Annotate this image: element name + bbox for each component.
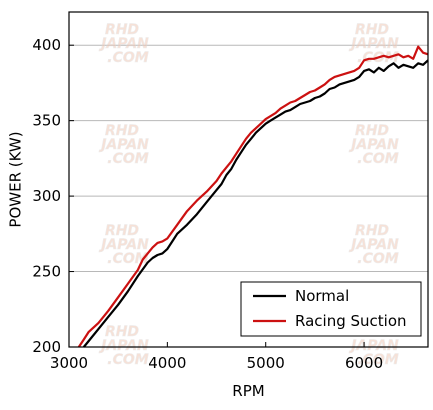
watermark-line: .COM — [357, 251, 398, 267]
series-layer — [77, 45, 429, 348]
watermark-layer: RHDJAPAN.COMRHDJAPAN.COMRHDJAPAN.COMRHDJ… — [98, 22, 399, 369]
x-tick-label-6000: 6000 — [345, 354, 383, 372]
watermark-line: RHD — [105, 223, 139, 239]
y-tick-label-200: 200 — [32, 338, 61, 356]
x-tick-label-3000: 3000 — [50, 354, 88, 372]
legend-label-normal: Normal — [295, 287, 349, 305]
watermark-line: .COM — [107, 251, 148, 267]
watermark-line: .COM — [357, 352, 398, 368]
legend-box — [240, 281, 422, 337]
x-tick-label-4000: 4000 — [148, 354, 186, 372]
series-line-1 — [77, 45, 429, 348]
watermark-line: .COM — [357, 151, 398, 167]
legend-label-racing-suction: Racing Suction — [295, 312, 407, 330]
grid-layer — [69, 44, 428, 273]
y-axis-title: POWER (KW) — [7, 131, 25, 227]
x-tick-label-5000: 5000 — [247, 354, 285, 372]
watermark-line: RHD — [355, 22, 389, 38]
legend: Normal Racing Suction — [240, 281, 422, 337]
watermark-line: JAPAN — [348, 36, 399, 52]
watermark-line: .COM — [107, 50, 148, 66]
y-tick-label-300: 300 — [32, 187, 61, 205]
watermark-line: JAPAN — [98, 237, 149, 253]
watermark-line: JAPAN — [98, 137, 149, 153]
y-tick-label-350: 350 — [32, 112, 61, 130]
watermark-line: RHD — [105, 123, 139, 139]
watermark-line: RHD — [355, 223, 389, 239]
plot-frame — [68, 11, 429, 348]
watermark-line: .COM — [107, 151, 148, 167]
watermark-line: JAPAN — [348, 338, 399, 354]
watermark-line: JAPAN — [348, 137, 399, 153]
y-tick-label-400: 400 — [32, 36, 61, 54]
watermark-line: .COM — [107, 352, 148, 368]
tick-layer: 200 250 300 350 400 3000 4000 5000 6000 — [32, 36, 383, 372]
watermark-line: JAPAN — [348, 237, 399, 253]
watermark-line: RHD — [355, 123, 389, 139]
watermark-line: JAPAN — [98, 36, 149, 52]
x-axis-title: RPM — [232, 382, 264, 400]
watermark-line: RHD — [105, 22, 139, 38]
y-tick-label-250: 250 — [32, 263, 61, 281]
watermark-line: JAPAN — [98, 338, 149, 354]
series-line-0 — [82, 59, 429, 348]
watermark-line: RHD — [105, 324, 139, 340]
